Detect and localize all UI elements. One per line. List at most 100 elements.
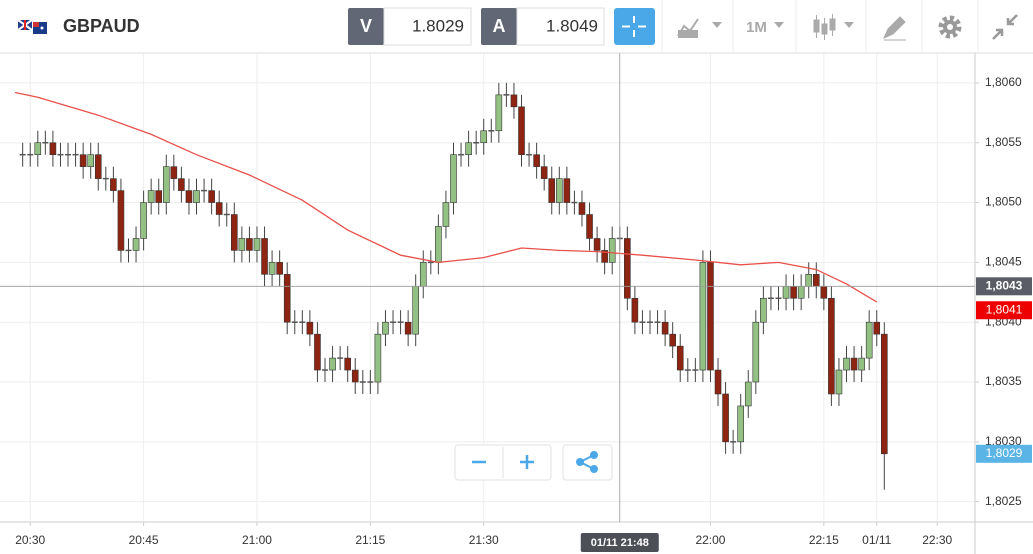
y-tick-label: 1,8025: [985, 494, 1022, 508]
settings-button[interactable]: [938, 15, 962, 39]
candle-body: [170, 166, 178, 179]
candle-body: [465, 142, 472, 155]
candle-body: [329, 357, 336, 371]
candle-body: [231, 214, 238, 251]
candle-body: [412, 286, 419, 335]
x-tick-label: 21:15: [355, 533, 385, 547]
candle-body: [624, 238, 631, 299]
candle-body: [631, 297, 639, 323]
candle-body: [283, 274, 291, 323]
candle-body: [253, 238, 261, 251]
zoom-in[interactable]: [520, 455, 534, 469]
candle-body: [805, 274, 813, 287]
toolbar: GBPAUD V 1.8029 A 1.8049 1M: [0, 0, 1033, 54]
candle-body: [865, 321, 873, 359]
candle-body: [556, 178, 563, 203]
candle-body: [480, 130, 488, 144]
candle-body: [351, 369, 359, 383]
x-tick-label: 20:45: [129, 533, 159, 547]
candle-body: [261, 238, 268, 275]
candle-body: [49, 142, 57, 155]
candle-body: [873, 321, 881, 335]
candle-body: [495, 94, 503, 132]
candle-body: [276, 262, 283, 275]
zoom-controls: [454, 444, 613, 481]
candle-body: [797, 286, 805, 299]
x-tick-label: 22:30: [922, 533, 952, 547]
candle-body: [533, 154, 540, 167]
candle-type-button[interactable]: [813, 14, 854, 40]
candle-body: [548, 178, 556, 203]
crosshair-button[interactable]: [614, 8, 655, 45]
ask-label: A: [493, 16, 506, 36]
candle-body: [193, 190, 200, 203]
candle-body: [382, 321, 389, 335]
candle-body: [79, 154, 87, 167]
share-button[interactable]: [576, 451, 598, 473]
candle-body: [722, 393, 729, 443]
candle-body: [737, 405, 744, 443]
candle-body: [110, 178, 117, 191]
draw-button[interactable]: [883, 16, 906, 41]
candle-body: [744, 381, 752, 407]
candle-body: [510, 94, 518, 108]
ask-price: 1.8049: [546, 16, 598, 35]
candle-body: [419, 262, 427, 287]
candle-body: [238, 238, 246, 251]
candle-body: [843, 357, 850, 371]
candle-body: [601, 250, 608, 263]
ask-box: [516, 7, 605, 46]
candle-body: [344, 357, 351, 371]
candle-body: [374, 333, 382, 383]
y-tick-label: 1,8060: [985, 75, 1022, 89]
plot: 1,80251,80301,80351,80401,80451,80501,80…: [0, 53, 1033, 554]
timeframe[interactable]: 1M: [746, 19, 767, 36]
candle-body: [94, 154, 102, 179]
candle-body: [593, 238, 601, 251]
candle-body: [828, 297, 835, 395]
candle-body: [246, 238, 253, 251]
candle-body: [314, 333, 321, 371]
candle-body: [147, 190, 155, 203]
candle-body: [835, 369, 843, 395]
candle-body: [563, 178, 571, 203]
price-marker-label: 1,8041: [986, 302, 1023, 316]
candle-body: [707, 262, 714, 371]
bid-price: 1.8029: [412, 16, 464, 35]
candle-body: [820, 286, 828, 299]
candle-body: [185, 190, 193, 203]
candle-body: [782, 286, 790, 299]
bid-label: V: [360, 16, 372, 36]
candle-body: [140, 202, 147, 239]
x-tick-label: 20:30: [15, 533, 45, 547]
y-tick-label: 1,8050: [985, 195, 1022, 209]
candle-body: [155, 190, 163, 203]
candle-body: [540, 166, 548, 179]
y-tick-label: 1,8030: [985, 434, 1022, 448]
ask-button[interactable]: [481, 8, 517, 45]
candle-body: [450, 154, 457, 203]
candle-body: [858, 357, 865, 371]
moving-average: [14, 91, 878, 303]
candle-body: [117, 190, 125, 251]
x-tick-label: 22:00: [695, 533, 725, 547]
symbol: GBPAUD: [63, 16, 140, 36]
candle-body: [812, 274, 820, 287]
candle-body: [178, 178, 185, 191]
bid-button[interactable]: [348, 8, 384, 45]
candle-body: [676, 345, 684, 371]
chart-type-button[interactable]: [677, 18, 722, 38]
candle-body: [608, 238, 616, 263]
bid-box: [383, 7, 472, 46]
candle-body: [714, 369, 722, 395]
candle-body: [760, 297, 767, 323]
candle-body: [578, 202, 586, 215]
candle-body: [699, 262, 707, 371]
candle-body: [208, 190, 215, 203]
collapse-button[interactable]: [992, 14, 1018, 40]
candle-body: [162, 166, 170, 203]
candle-body: [87, 154, 94, 167]
candle-body: [518, 106, 525, 155]
price-marker-label: 1,8029: [986, 446, 1023, 460]
